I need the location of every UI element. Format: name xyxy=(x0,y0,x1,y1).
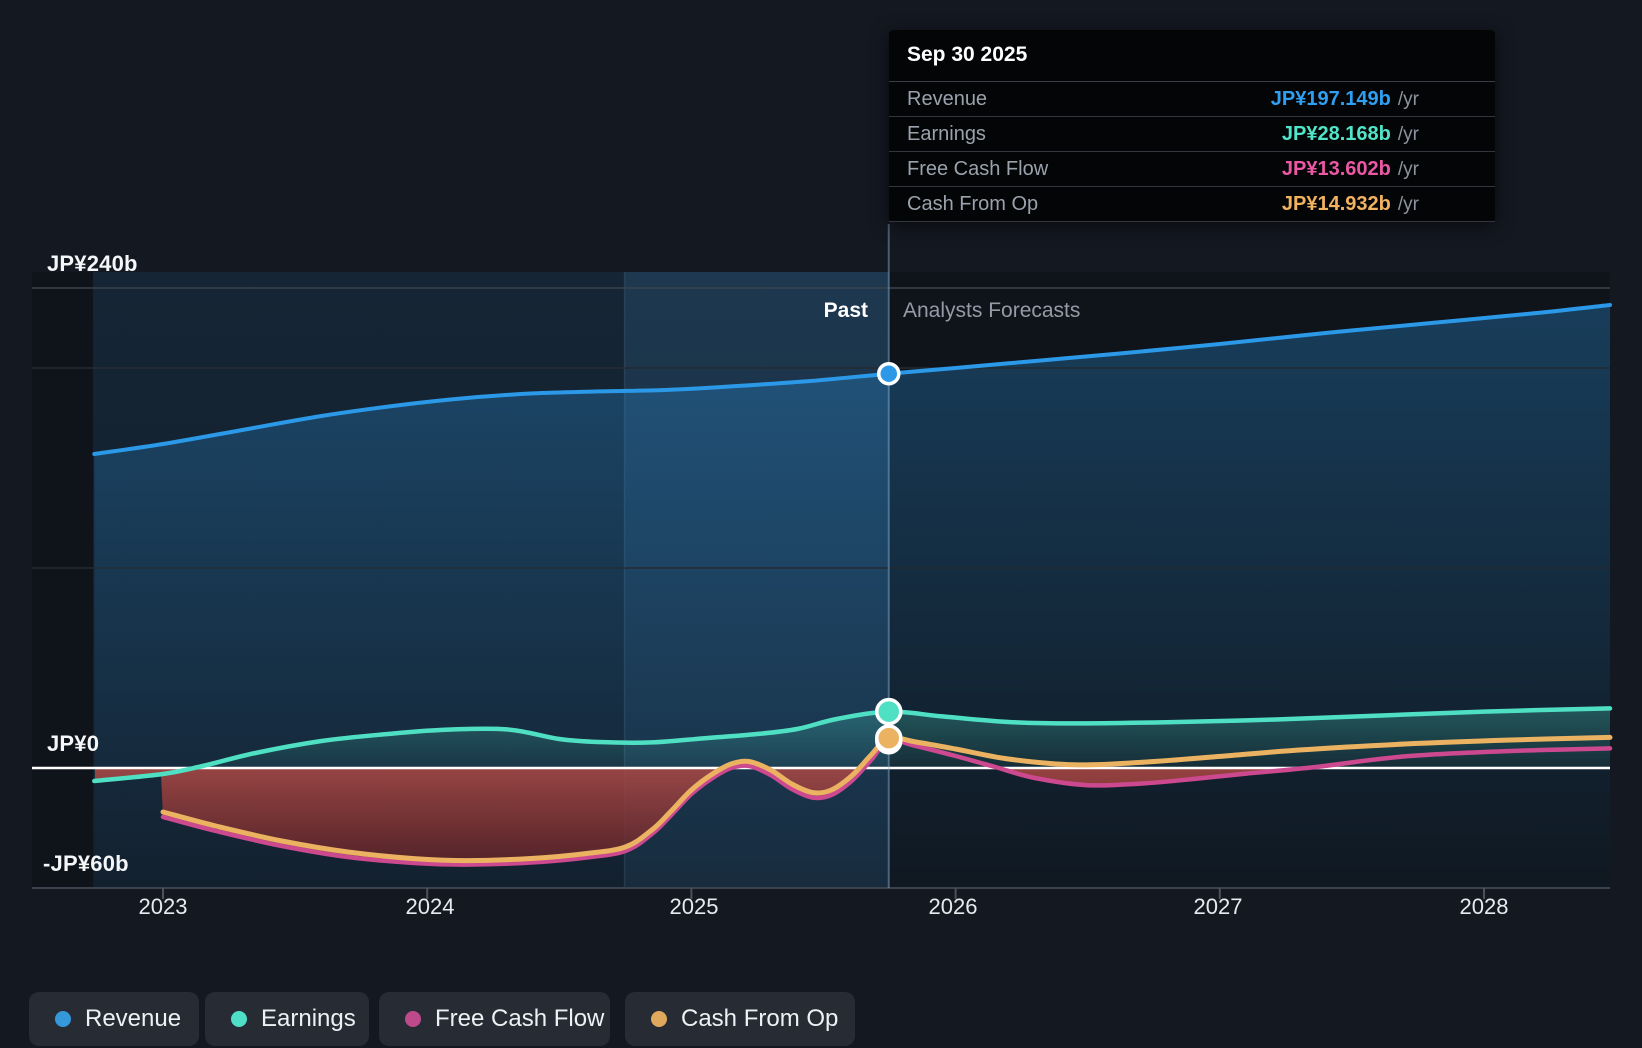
tooltip-unit: /yr xyxy=(1397,123,1419,145)
tooltip-label: Free Cash Flow xyxy=(907,157,1049,180)
tooltip-unit: /yr xyxy=(1397,193,1419,215)
past-label: Past xyxy=(823,299,868,322)
legend-label: Earnings xyxy=(261,1005,356,1032)
tooltip-date: Sep 30 2025 xyxy=(889,30,1495,82)
tooltip-row-earnings: Earnings JP¥28.168b/yr xyxy=(889,117,1495,152)
x-axis-label-2027: 2027 xyxy=(1193,894,1243,919)
legend-label: Free Cash Flow xyxy=(435,1005,605,1032)
y-axis-label-240b: JP¥240b xyxy=(47,251,138,276)
tooltip-row-cash-from-op: Cash From Op JP¥14.932b/yr xyxy=(889,187,1495,222)
legend-toggle-earnings[interactable]: Earnings xyxy=(205,992,369,1046)
tooltip-label: Cash From Op xyxy=(907,192,1039,215)
legend-toggle-cash-from-op[interactable]: Cash From Op xyxy=(625,992,855,1046)
x-axis-label-2024: 2024 xyxy=(405,894,455,919)
analysts-forecasts-label: Analysts Forecasts xyxy=(903,299,1081,322)
free-cash-flow-series-dot-icon xyxy=(405,1011,421,1027)
cash-from-op-series-dot-icon xyxy=(651,1011,667,1027)
y-axis-label-neg60b: -JP¥60b xyxy=(43,851,129,876)
tooltip-label: Earnings xyxy=(907,122,986,145)
tooltip-label: Revenue xyxy=(907,87,988,110)
tooltip-unit: /yr xyxy=(1397,158,1419,180)
earnings-series-dot-icon xyxy=(231,1011,247,1027)
revenue-series-dot-icon xyxy=(55,1011,71,1027)
tooltip-value: JP¥28.168b xyxy=(1281,122,1391,145)
hover-tooltip: Sep 30 2025 Revenue JP¥197.149b/yr Earni… xyxy=(889,30,1495,222)
tooltip-value: JP¥14.932b xyxy=(1281,192,1391,215)
tooltip-unit: /yr xyxy=(1397,88,1419,110)
x-axis-label-2028: 2028 xyxy=(1459,894,1509,919)
legend-toggle-free-cash-flow[interactable]: Free Cash Flow xyxy=(379,992,610,1046)
legend-label: Cash From Op xyxy=(681,1005,839,1032)
legend-label: Revenue xyxy=(85,1005,182,1032)
legend-toggle-revenue[interactable]: Revenue xyxy=(29,992,199,1046)
x-axis-label-2023: 2023 xyxy=(138,894,188,919)
tooltip-row-revenue: Revenue JP¥197.149b/yr xyxy=(889,82,1495,117)
x-axis-label-2025: 2025 xyxy=(669,894,719,919)
tooltip-value: JP¥13.602b xyxy=(1281,157,1391,180)
y-axis-label-0: JP¥0 xyxy=(47,731,100,756)
tooltip-value: JP¥197.149b xyxy=(1270,87,1391,110)
tooltip-row-free-cash-flow: Free Cash Flow JP¥13.602b/yr xyxy=(889,152,1495,187)
x-axis-label-2026: 2026 xyxy=(928,894,978,919)
